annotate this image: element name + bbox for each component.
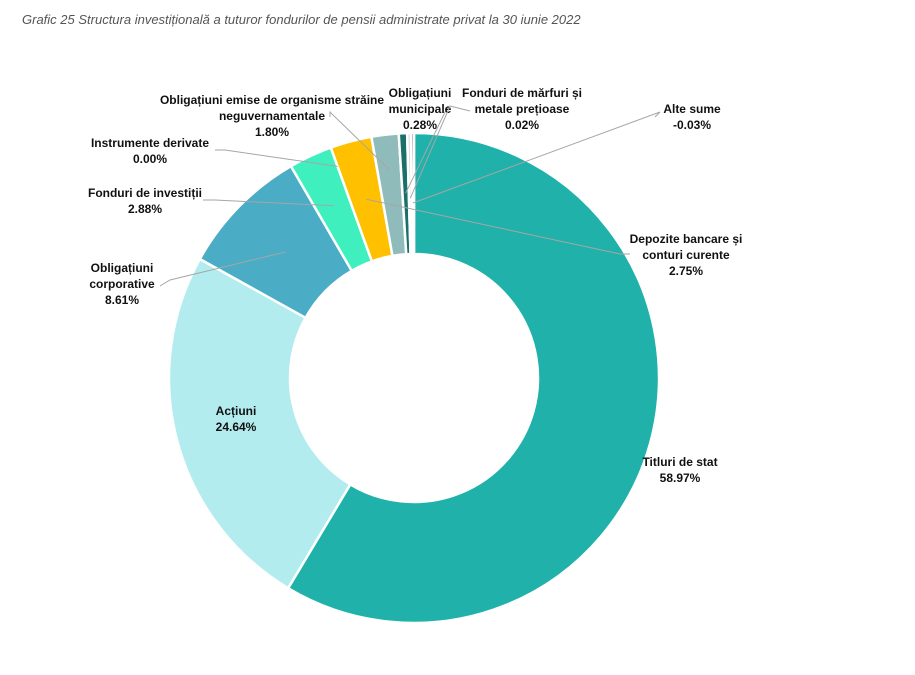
chart-title: Grafic 25 Structura investițională a tut… [22, 12, 581, 27]
leader-line-fonduri-de-investitii [203, 199, 334, 207]
data-label-fonduri-de-investitii: Fonduri de investiții 2.88% [88, 186, 202, 216]
leader-line-obligatiuni-emise-de-organisme-straine-neguvernamentale [329, 110, 390, 170]
leader-line-obligatiuni-corporative [159, 251, 286, 287]
leader-line-instrumente-derivate [215, 149, 338, 167]
data-label-instrumente-derivate: Instrumente derivate 0.00% [91, 136, 209, 166]
leader-line-fonduri-de-marfuri-si-metale-pretioase [409, 105, 471, 199]
data-label-titluri-de-stat: Titluri de stat 58.97% [642, 455, 717, 485]
leader-line-depozite-bancare-si-conturi-curente [366, 198, 630, 255]
leader-line-alte-sume [412, 111, 661, 204]
slice-actiuni [167, 257, 352, 590]
data-label-fonduri-de-marfuri-si-metale-pretioase: Fonduri de mărfuri și metale prețioase 0.0… [462, 86, 582, 132]
data-label-obligatiuni-emise-de-organisme-straine-neguvernamentale: Obligațiuni emise de organisme străine ne… [160, 93, 384, 139]
data-label-obligatiuni-municipale: Obligațiuni municipale 0.28% [389, 86, 452, 132]
data-label-depozite-bancare-si-conturi-curente: Depozite bancare și conturi curente 2.75% [630, 232, 743, 278]
data-label-obligatiuni-corporative: Obligațiuni corporative 8.61% [89, 261, 155, 307]
data-label-actiuni: Acțiuni 24.64% [216, 404, 257, 434]
data-label-alte-sume: Alte sume -0.03% [663, 102, 721, 132]
slice-titluri-de-stat [286, 131, 661, 625]
